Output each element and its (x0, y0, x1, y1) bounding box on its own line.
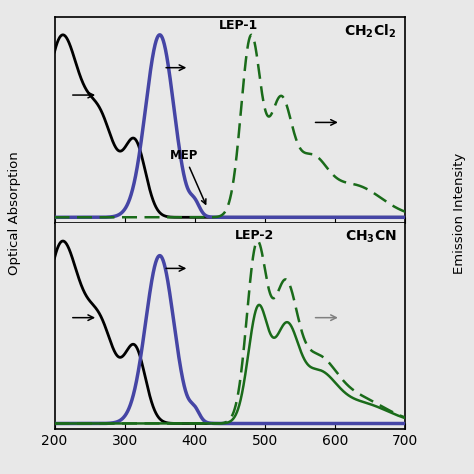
Text: LEP-2: LEP-2 (235, 229, 274, 242)
Text: Emission Intensity: Emission Intensity (453, 153, 466, 274)
Text: Optical Absorption: Optical Absorption (8, 151, 21, 275)
Text: $\mathbf{CH_3CN}$: $\mathbf{CH_3CN}$ (345, 229, 396, 246)
Text: $\mathbf{CH_2Cl_2}$: $\mathbf{CH_2Cl_2}$ (345, 23, 396, 40)
Text: LEP-1: LEP-1 (219, 18, 258, 32)
Text: MEP: MEP (170, 149, 206, 204)
